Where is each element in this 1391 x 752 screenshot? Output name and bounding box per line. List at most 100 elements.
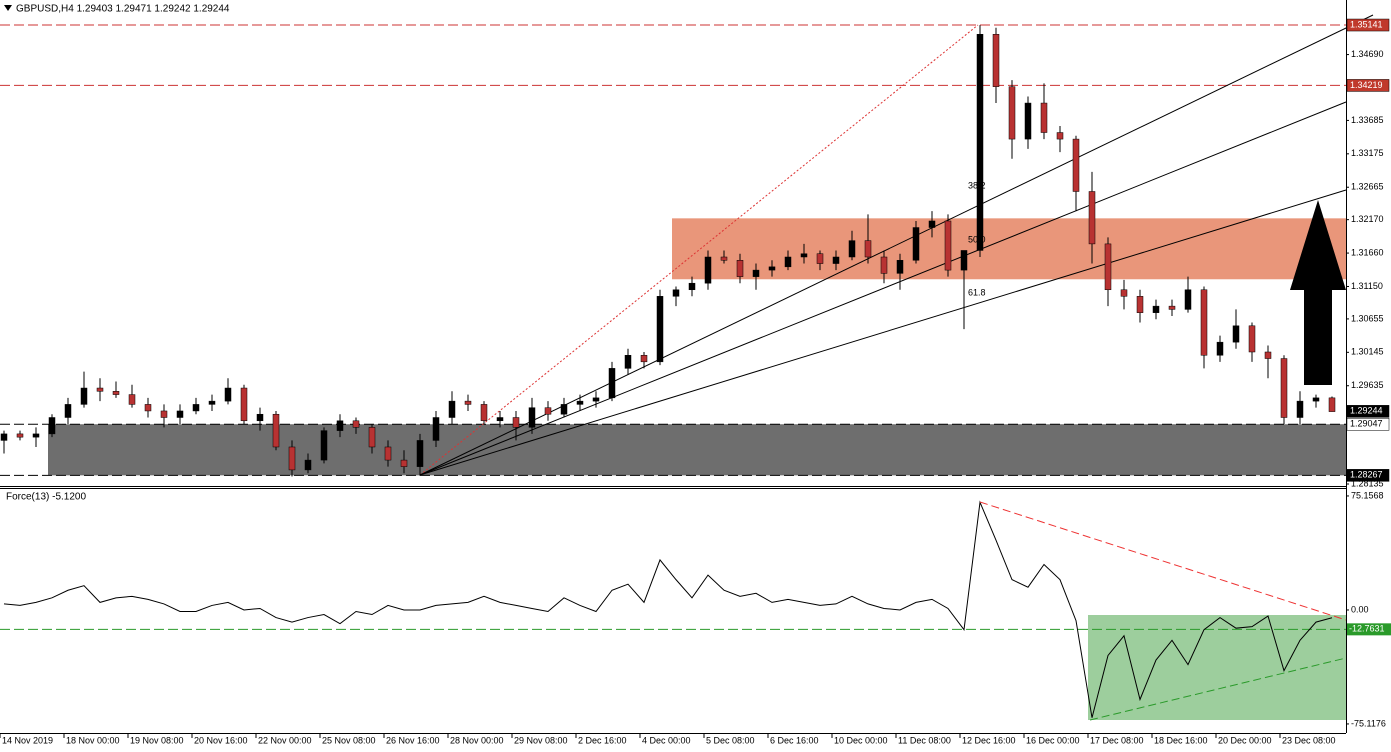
menu-icon[interactable] bbox=[4, 5, 12, 11]
x-tick-label: 20 Nov 16:00 bbox=[194, 735, 248, 745]
candle-body bbox=[1072, 138, 1080, 192]
candle-body bbox=[976, 34, 984, 251]
candle-body bbox=[400, 459, 408, 467]
indicator-title: Force(13) -5.1200 bbox=[6, 492, 86, 503]
trend-line bbox=[979, 501, 1347, 621]
y-tick-label: -75.1176 bbox=[1351, 718, 1386, 728]
level-label: -12.7631 bbox=[1349, 624, 1385, 634]
candle-body bbox=[176, 410, 184, 418]
candle-body bbox=[112, 391, 120, 395]
fib-label: 38.2 bbox=[968, 180, 986, 190]
candle-body bbox=[384, 446, 392, 461]
candle-body bbox=[1136, 296, 1144, 313]
candle-body bbox=[1104, 243, 1112, 291]
candle-body bbox=[1056, 132, 1064, 140]
candle-body bbox=[720, 256, 728, 261]
level-label-box bbox=[1347, 623, 1391, 636]
candle-body bbox=[768, 266, 776, 271]
candle-body bbox=[624, 355, 632, 369]
force-line bbox=[3, 500, 1333, 718]
candle-body bbox=[864, 240, 872, 258]
x-tick-label: 10 Dec 00:00 bbox=[834, 735, 888, 745]
highlight-box bbox=[1088, 615, 1346, 720]
price-label: 1.29244 bbox=[1350, 406, 1383, 416]
candle-body bbox=[256, 413, 264, 422]
candle-body bbox=[1168, 305, 1176, 310]
candle-body bbox=[1216, 341, 1224, 356]
y-tick-label: 1.34690 bbox=[1351, 49, 1384, 59]
candle-body bbox=[1248, 325, 1256, 353]
candle-body bbox=[608, 368, 616, 399]
x-tick-label: 18 Dec 16:00 bbox=[1154, 735, 1208, 745]
x-tick-label: 5 Dec 08:00 bbox=[706, 735, 755, 745]
price-label-box bbox=[1346, 418, 1390, 431]
candle-body bbox=[304, 459, 312, 471]
candle-body bbox=[144, 404, 152, 412]
candle-body bbox=[800, 253, 808, 258]
resistance-zone bbox=[672, 218, 1346, 280]
candle-body bbox=[1232, 325, 1240, 343]
candle-body bbox=[512, 417, 520, 428]
candle-body bbox=[560, 404, 568, 415]
marks bbox=[0, 25, 1336, 718]
candle-body bbox=[992, 34, 1000, 87]
x-tick-label: 26 Nov 16:00 bbox=[386, 735, 440, 745]
x-tick-label: 4 Dec 00:00 bbox=[642, 735, 691, 745]
candle-body bbox=[1264, 351, 1272, 359]
candle-body bbox=[1280, 358, 1288, 418]
price-label-box bbox=[1346, 469, 1390, 482]
candle-body bbox=[368, 427, 376, 448]
up-arrow bbox=[1290, 200, 1346, 385]
candle-body bbox=[336, 420, 344, 431]
candle-body bbox=[1328, 397, 1336, 412]
x-tick-label: 20 Dec 00:00 bbox=[1218, 735, 1272, 745]
fib-label: 50.0 bbox=[968, 234, 986, 244]
candle-body bbox=[928, 220, 936, 228]
candle-body bbox=[544, 407, 552, 415]
y-tick-label: 1.33685 bbox=[1351, 115, 1384, 125]
x-tick-label: 6 Dec 16:00 bbox=[770, 735, 819, 745]
candle-body bbox=[704, 256, 712, 284]
x-tick-label: 12 Dec 16:00 bbox=[962, 735, 1016, 745]
y-tick-label: 1.31660 bbox=[1351, 247, 1384, 257]
candle-body bbox=[160, 410, 168, 418]
fib-label: 61.8 bbox=[968, 287, 986, 297]
zones bbox=[0, 24, 1346, 720]
fan-line bbox=[419, 189, 1347, 476]
candle-body bbox=[896, 260, 904, 274]
candle-body bbox=[672, 289, 680, 297]
x-tick-label: 14 Nov 2019 bbox=[2, 735, 53, 745]
x-tick-label: 22 Nov 00:00 bbox=[258, 735, 312, 745]
candle-body bbox=[944, 220, 952, 271]
candle-body bbox=[576, 400, 584, 405]
x-tick-label: 17 Dec 08:00 bbox=[1090, 735, 1144, 745]
candle-body bbox=[640, 355, 648, 363]
candle-body bbox=[432, 417, 440, 441]
candle-body bbox=[352, 420, 360, 428]
candle-body bbox=[656, 296, 664, 363]
candle-body bbox=[480, 404, 488, 422]
candle-body bbox=[912, 227, 920, 261]
x-tick-label: 2 Dec 16:00 bbox=[578, 735, 627, 745]
candle-body bbox=[1088, 191, 1096, 245]
y-tick-label: 0.00 bbox=[1351, 604, 1369, 614]
candle-body bbox=[1008, 86, 1016, 140]
candle-body bbox=[1200, 289, 1208, 356]
candle-body bbox=[784, 256, 792, 268]
candle-body bbox=[1184, 289, 1192, 310]
candle-body bbox=[960, 250, 968, 271]
y-tick-label: 1.28135 bbox=[1351, 478, 1384, 488]
candle-body bbox=[1152, 305, 1160, 313]
candle-body bbox=[288, 446, 296, 471]
y-tick-label: 1.32170 bbox=[1351, 214, 1384, 224]
candle-body bbox=[0, 433, 8, 441]
candle-body bbox=[208, 400, 216, 405]
candle-body bbox=[1024, 102, 1032, 140]
trend-line bbox=[1089, 657, 1347, 721]
price-label-box bbox=[1346, 79, 1390, 92]
candle-body bbox=[96, 387, 104, 392]
candle-body bbox=[272, 413, 280, 448]
candle-body bbox=[32, 433, 40, 438]
x-tick-label: 19 Nov 08:00 bbox=[130, 735, 184, 745]
candle-body bbox=[1312, 397, 1320, 402]
